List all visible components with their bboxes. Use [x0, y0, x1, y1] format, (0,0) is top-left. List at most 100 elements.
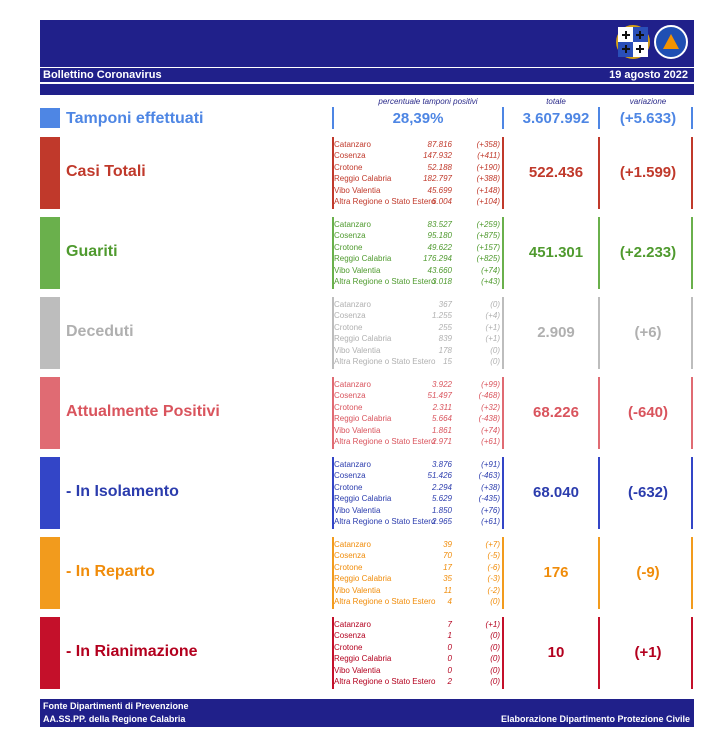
- list-item: Altra Regione o Stato Estero 2 (0): [334, 676, 504, 687]
- province-delta: (0): [490, 665, 500, 675]
- province-value: 176.294: [423, 254, 452, 264]
- province-name: Catanzaro: [334, 460, 371, 469]
- divider: [332, 217, 334, 289]
- province-value: 367: [438, 300, 452, 309]
- province-name: Crotone: [334, 402, 363, 412]
- col-header-total: totale: [546, 97, 566, 106]
- list-item: Altra Regione o Stato Estero 6.004 (+104): [334, 196, 504, 207]
- province-delta: (+190): [476, 162, 500, 172]
- list-item: Catanzaro 83.527 (+259): [334, 219, 504, 230]
- guariti-swatch: [40, 217, 60, 289]
- footer-source-line1: Fonte Dipartimenti di Prevenzione: [43, 701, 189, 711]
- logos: [616, 25, 688, 59]
- list-item: Catanzaro 87.816 (+358): [334, 139, 504, 150]
- divider: [332, 137, 334, 209]
- province-delta: (+91): [481, 460, 500, 469]
- divider: [598, 617, 600, 689]
- province-name: Altra Regione o Stato Estero: [334, 676, 436, 686]
- divider: [332, 537, 334, 609]
- section-rianimazione: - In Rianimazione Catanzaro 7 (+1) Cosenza 1 (…: [40, 617, 694, 689]
- province-value: 255: [438, 322, 452, 332]
- isolamento-variation: (-632): [627, 484, 668, 501]
- rianimazione-total: 10: [547, 644, 565, 661]
- protezione-civile-logo: [654, 25, 688, 59]
- province-name: Reggio Calabria: [334, 334, 392, 344]
- province-delta: (0): [490, 654, 500, 664]
- reparto-variation: (-9): [636, 564, 660, 581]
- list-item: Vibo Valentia 43.660 (+74): [334, 265, 504, 276]
- tamponi-total: 3.607.992: [522, 110, 590, 127]
- province-name: Vibo Valentia: [334, 585, 381, 595]
- province-value: 3.922: [431, 380, 452, 389]
- reparto-province-list: Catanzaro 39 (+7) Cosenza 70 (-5) Crotone 17 (-6…: [334, 539, 504, 607]
- province-name: Altra Regione o Stato Estero: [334, 436, 436, 446]
- positivi-label: Attualmente Positivi: [66, 403, 220, 420]
- title-bar: Bollettino Coronavirus 19 agosto 2022: [40, 68, 694, 82]
- list-item: Reggio Calabria 5.664 (-438): [334, 413, 504, 424]
- province-delta: (+61): [481, 436, 500, 446]
- province-name: Cosenza: [334, 231, 366, 241]
- list-item: Crotone 52.188 (+190): [334, 162, 504, 173]
- province-delta: (0): [490, 596, 500, 606]
- province-delta: (+875): [476, 231, 500, 241]
- province-name: Cosenza: [334, 631, 366, 641]
- province-name: Vibo Valentia: [334, 425, 381, 435]
- divider: [502, 537, 504, 609]
- header-band: [40, 20, 694, 67]
- province-delta: (0): [490, 642, 500, 652]
- province-name: Vibo Valentia: [334, 265, 381, 275]
- rianimazione-label: - In Rianimazione: [66, 643, 198, 660]
- province-name: Crotone: [334, 162, 363, 172]
- province-name: Altra Regione o Stato Estero: [334, 276, 436, 286]
- province-value: 43.660: [427, 265, 452, 275]
- province-value: 147.932: [423, 151, 452, 161]
- list-item: Cosenza 95.180 (+875): [334, 230, 504, 241]
- province-name: Cosenza: [334, 551, 366, 561]
- province-value: 45.699: [427, 185, 452, 195]
- province-name: Catanzaro: [334, 140, 371, 149]
- province-name: Cosenza: [334, 311, 366, 321]
- deceduti-variation: (+6): [634, 324, 662, 341]
- rianimazione-swatch: [40, 617, 60, 689]
- list-item: Reggio Calabria 839 (+1): [334, 333, 504, 344]
- province-delta: (0): [490, 631, 500, 641]
- casi-variation: (+1.599): [619, 164, 677, 181]
- divider: [332, 297, 334, 369]
- province-name: Altra Regione o Stato Estero: [334, 596, 436, 606]
- list-item: Catanzaro 3.922 (+99): [334, 379, 504, 390]
- province-delta: (0): [490, 345, 500, 355]
- province-value: 17: [443, 562, 452, 572]
- deceduti-swatch: [40, 297, 60, 369]
- divider: [502, 457, 504, 529]
- section-guariti: Guariti Catanzaro 83.527 (+259) Cosenza 95.18…: [40, 217, 694, 289]
- rianimazione-province-list: Catanzaro 7 (+1) Cosenza 1 (0) Crotone 0 (0) Regg…: [334, 619, 504, 687]
- divider: [691, 137, 693, 209]
- tamponi-row: Tamponi effettuati 28,39% 3.607.992 (+5.…: [40, 107, 694, 131]
- province-delta: (0): [490, 356, 500, 366]
- col-header-variation: variazione: [629, 97, 667, 106]
- province-name: Crotone: [334, 482, 363, 492]
- divider: [332, 617, 334, 689]
- separator-bar: [40, 84, 694, 95]
- divider: [691, 457, 693, 529]
- province-value: 51.426: [427, 471, 452, 481]
- list-item: Cosenza 51.426 (-463): [334, 470, 504, 481]
- province-value: 1.861: [431, 425, 452, 435]
- province-name: Vibo Valentia: [334, 185, 381, 195]
- province-value: 0: [447, 665, 452, 675]
- province-value: 2.311: [432, 402, 452, 412]
- province-delta: (+358): [476, 140, 500, 149]
- list-item: Altra Regione o Stato Estero 15 (0): [334, 356, 504, 367]
- province-delta: (+74): [481, 425, 500, 435]
- province-value: 51.497: [427, 391, 452, 401]
- casi-label: Casi Totali: [66, 163, 146, 180]
- positivi-total: 68.226: [533, 404, 579, 421]
- section-deceduti: Deceduti Catanzaro 367 (0) Cosenza 1.255 (+4) C…: [40, 297, 694, 369]
- list-item: Reggio Calabria 182.797 (+388): [334, 173, 504, 184]
- regione-calabria-logo: [616, 25, 650, 59]
- list-item: Cosenza 70 (-5): [334, 550, 504, 561]
- province-value: 2.965: [431, 516, 452, 526]
- province-delta: (+148): [476, 185, 500, 195]
- section-casi: Casi Totali Catanzaro 87.816 (+358) Cosenza 1…: [40, 137, 694, 209]
- list-item: Vibo Valentia 45.699 (+148): [334, 185, 504, 196]
